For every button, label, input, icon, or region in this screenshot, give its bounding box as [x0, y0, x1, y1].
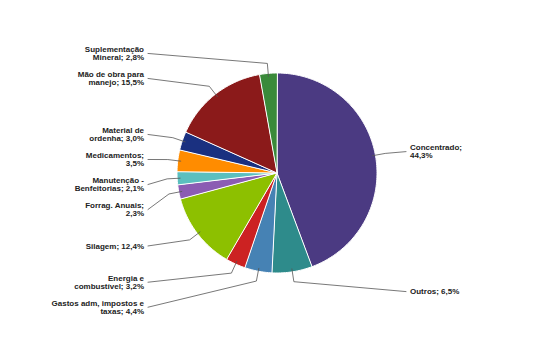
svg-text:Forrag. Anuais;2,3%: Forrag. Anuais;2,3% [85, 201, 144, 218]
svg-text:Manutenção -Benfeitorias; 2,1%: Manutenção -Benfeitorias; 2,1% [75, 176, 145, 193]
svg-text:SuplementaçãoMineral; 2,8%: SuplementaçãoMineral; 2,8% [85, 45, 144, 62]
svg-text:Concentrado;44,3%: Concentrado;44,3% [410, 143, 462, 160]
svg-text:Energia ecombustível; 3,2%: Energia ecombustível; 3,2% [74, 274, 144, 291]
svg-text:Gastos adm, impostos etaxas; 4: Gastos adm, impostos etaxas; 4,4% [52, 299, 145, 316]
svg-text:Material deordenha; 3,0%: Material deordenha; 3,0% [89, 126, 144, 143]
svg-text:Mão de obra paramanejo; 15,5%: Mão de obra paramanejo; 15,5% [78, 70, 145, 87]
svg-text:Outros; 6,5%: Outros; 6,5% [410, 287, 459, 296]
svg-text:Medicamentos;3,5%: Medicamentos;3,5% [86, 151, 144, 168]
svg-text:Silagem; 12,4%: Silagem; 12,4% [86, 242, 144, 251]
